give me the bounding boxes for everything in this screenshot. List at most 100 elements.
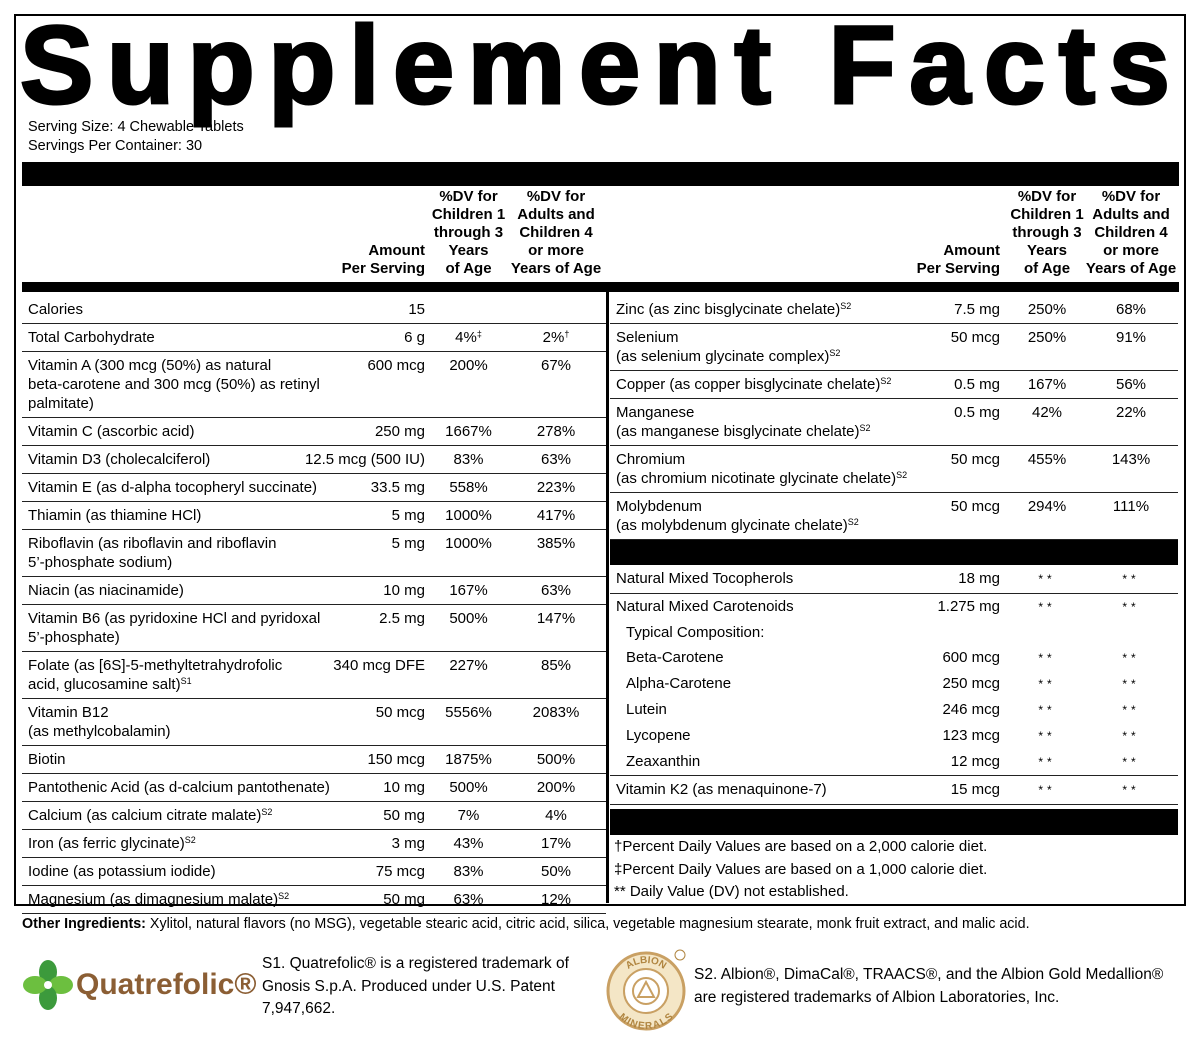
name-line: Riboflavin (as riboflavin and riboflavin (28, 535, 277, 552)
value: 223% (536, 479, 576, 496)
nutrient-row: Iodine (as potassium iodide) 75 mcg 83% 50% (22, 858, 606, 886)
row-line: Folate (as [6S]-5-methyltetrahydrofolic 3… (22, 656, 606, 675)
amount: 3 mg (391, 835, 425, 852)
value: ** (1038, 600, 1056, 614)
dv-child: 83% (425, 450, 512, 469)
dv-child (425, 300, 512, 319)
nutrient-name: Lycopene (610, 726, 942, 746)
nutrient-name: Manganese (610, 403, 954, 422)
nutrient-row: Vitamin K2 (as menaquinone-7) 15 mcg ** ** (610, 775, 1178, 805)
nutrient-row: Beta-Carotene 600 mcg ** ** (610, 645, 1178, 671)
row-line: Thiamin (as thiamine HCl) 5 mg 1000% 417% (22, 506, 606, 525)
name-line: Thiamin (as thiamine HCl) (28, 507, 202, 524)
name-line: Iodine (as potassium iodide) (28, 863, 216, 880)
footnote-mark: S2 (829, 348, 841, 358)
nutrient-row: Lutein 246 mcg ** ** (610, 697, 1178, 723)
name-amount: Niacin (as niacinamide) 10 mg (22, 581, 425, 600)
value: 294% (1027, 498, 1067, 515)
name-amount: Lycopene 123 mcg (610, 726, 1000, 746)
dv-adult: 2%† (512, 328, 600, 347)
dv-child: 250% (1000, 300, 1094, 319)
name-line: (as selenium glycinate complex)S2 (610, 347, 1178, 366)
nutrient-name: Vitamin E (as d-alpha tocopheryl succina… (22, 478, 371, 497)
albion-top-text: ALBION (624, 955, 668, 972)
row-line: Vitamin A (300 mcg (50%) as natural 600 m… (22, 356, 606, 375)
header-line: %DV for (439, 188, 498, 205)
nutrient-row: Riboflavin (as riboflavin and riboflavin… (22, 530, 606, 577)
row-line: Natural Mixed Carotenoids 1.275 mg ** ** (610, 597, 1178, 617)
nutrient-name: Zeaxanthin (610, 752, 951, 772)
footnote-mark: ‡ (476, 329, 482, 339)
nutrient-row: Total Carbohydrate 6 g 4%‡ 2%† (22, 324, 606, 352)
dv-child: ** (1000, 752, 1094, 772)
value: 250% (1027, 301, 1067, 318)
value: ** (1038, 703, 1056, 717)
dv-adult: ** (1094, 780, 1168, 800)
row-line: Vitamin K2 (as menaquinone-7) 15 mcg ** ** (610, 780, 1178, 800)
name-text: acid, glucosamine salt) (28, 676, 181, 693)
name-amount: Lutein 246 mcg (610, 700, 1000, 720)
servings-per-container: Servings Per Container: 30 (28, 138, 203, 154)
name-amount: Chromium 50 mcg (610, 450, 1000, 469)
nutrient-row: Folate (as [6S]-5-methyltetrahydrofolic 3… (22, 652, 606, 699)
amount: 75 mcg (375, 863, 425, 880)
dv-adult: 223% (512, 478, 600, 497)
dv-adult: 143% (1094, 450, 1168, 469)
name-text: 5’-phosphate) (28, 629, 120, 646)
row-line: Vitamin B6 (as pyridoxine HCl and pyrido… (22, 609, 606, 628)
left-column: Calories 15 Total Carbohydrate 6 g 4%‡ 2%† Vit… (22, 296, 606, 914)
name-text: (as chromium nicotinate glycinate chelat… (616, 470, 897, 487)
header-line: Amount (368, 242, 425, 259)
other-ingredients-text: Xylitol, natural flavors (no MSG), veget… (149, 916, 1030, 932)
row-line: Selenium 50 mcg 250% 91% (610, 328, 1178, 347)
dv-child: ** (1000, 700, 1094, 720)
name-line: Zinc (as zinc bisglycinate chelate) (616, 301, 841, 318)
value: 143% (1111, 451, 1151, 468)
name-line: Lycopene (626, 727, 691, 744)
name-line: Folate (as [6S]-5-methyltetrahydrofolic (28, 657, 283, 674)
footnote: †Percent Daily Values are based on a 2,0… (614, 838, 988, 855)
amount: 50 mcg (950, 498, 1000, 515)
name-amount: Zinc (as zinc bisglycinate chelate)S2 7.5… (610, 300, 1000, 319)
value: 4% (545, 807, 567, 824)
nutrient-name: Niacin (as niacinamide) (22, 581, 383, 600)
amount: 250 mg (374, 423, 425, 440)
name-amount: Copper (as copper bisglycinate chelate)S… (610, 375, 1000, 394)
name-amount: Natural Mixed Carotenoids 1.275 mg (610, 597, 1000, 617)
name-amount: Pantothenic Acid (as d-calcium pantothen… (22, 778, 425, 797)
amount: 5 mg (391, 535, 425, 552)
name-line: Vitamin K2 (as menaquinone-7) (616, 781, 827, 798)
right-column: Zinc (as zinc bisglycinate chelate)S2 7.5… (610, 296, 1178, 904)
dv-adult: 63% (512, 581, 600, 600)
value: 91% (1115, 329, 1147, 346)
value: 7% (457, 807, 480, 824)
dv-child: 250% (1000, 328, 1094, 347)
name-amount: Iodine (as potassium iodide) 75 mcg (22, 862, 425, 881)
name-line: Vitamin B6 (as pyridoxine HCl and pyrido… (28, 610, 321, 627)
footnote-mark: S2 (880, 376, 892, 386)
dv-adult: 63% (512, 450, 600, 469)
nutrient-name: Vitamin D3 (cholecalciferol) (22, 450, 305, 469)
dv-child-header: %DV for Children 1 through 3 Years of Age (425, 188, 512, 278)
row-line: Calcium (as calcium citrate malate)S2 50 … (22, 806, 606, 825)
nutrient-name: Natural Mixed Tocopherols (610, 569, 958, 589)
dv-adult: 50% (512, 862, 600, 881)
footnote-mark: S2 (840, 301, 852, 311)
value: 558% (449, 479, 488, 496)
dv-child-header: %DV for Children 1 through 3 Years of Age (1000, 188, 1094, 278)
quatrefolic-logo-text: Quatrefolic® (76, 968, 257, 1001)
nutrient-name: Calcium (as calcium citrate malate)S2 (22, 806, 383, 825)
dv-child: ** (1000, 648, 1094, 668)
value: 50% (540, 863, 572, 880)
dv-child: 5556% (425, 703, 512, 722)
nutrient-row: Biotin 150 mcg 1875% 500% (22, 746, 606, 774)
row-line: Vitamin C (ascorbic acid) 250 mg 1667% 278% (22, 422, 606, 441)
row-line: Calories 15 (22, 300, 606, 319)
other-ingredients-label: Other Ingredients: (22, 916, 146, 932)
nutrient-row: Iron (as ferric glycinate)S2 3 mg 43% 17% (22, 830, 606, 858)
nutrient-name: Iodine (as potassium iodide) (22, 862, 376, 881)
dv-child: ** (1000, 726, 1094, 746)
dv-child: 294% (1000, 497, 1094, 516)
amount: 600 mcg (367, 357, 425, 374)
name-amount: Vitamin B6 (as pyridoxine HCl and pyrido… (22, 609, 425, 628)
